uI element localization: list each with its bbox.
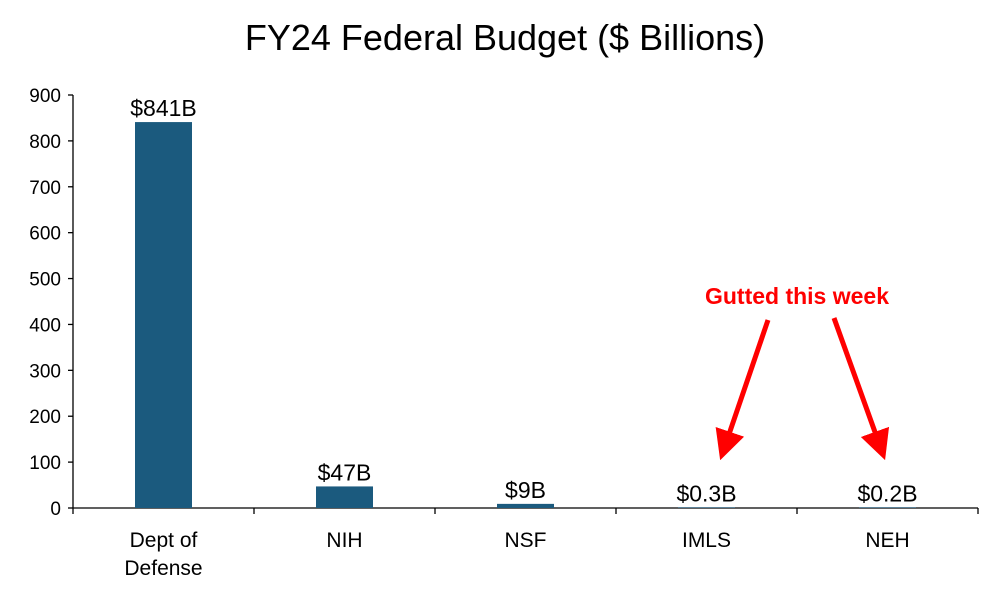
y-tick-label: 300 [29,361,61,382]
annotation: Gutted this week [705,283,890,461]
y-tick-label: 700 [29,178,61,199]
bar [497,503,554,508]
x-category-label: NSF [505,529,547,552]
bar [678,507,735,508]
y-axis: 0 100 200 300 400 500 600 700 800 900 [29,86,74,520]
x-category-label: NIH [326,529,362,552]
chart-title: FY24 Federal Budget ($ Billions) [245,17,765,58]
annotation-arrow [715,319,771,461]
bar-series: $841B $47B $9B $0.3B $0.2B [130,95,918,508]
y-tick-label: 800 [29,132,61,153]
data-label: $47B [318,459,372,485]
y-tick-label: 600 [29,224,61,245]
y-tick-label: 0 [50,499,61,520]
annotation-arrow [831,317,890,461]
x-category-label: Dept of Defense [124,529,202,580]
bar [316,486,373,508]
data-label: $9B [505,477,546,503]
data-label: $0.2B [857,480,917,506]
y-tick-label: 500 [29,270,61,291]
data-label: $0.3B [676,480,736,506]
data-label: $841B [130,95,197,121]
y-tick-label: 900 [29,86,61,107]
y-tick-label: 200 [29,407,61,428]
x-category-label: NEH [865,529,909,552]
bar [135,122,192,508]
bar [859,507,916,508]
annotation-text: Gutted this week [705,283,889,309]
x-category-label: IMLS [682,529,731,552]
y-tick-label: 400 [29,315,61,336]
y-tick-label: 100 [29,453,61,474]
x-axis: Dept of Defense NIH NSF IMLS NEH [72,507,979,580]
